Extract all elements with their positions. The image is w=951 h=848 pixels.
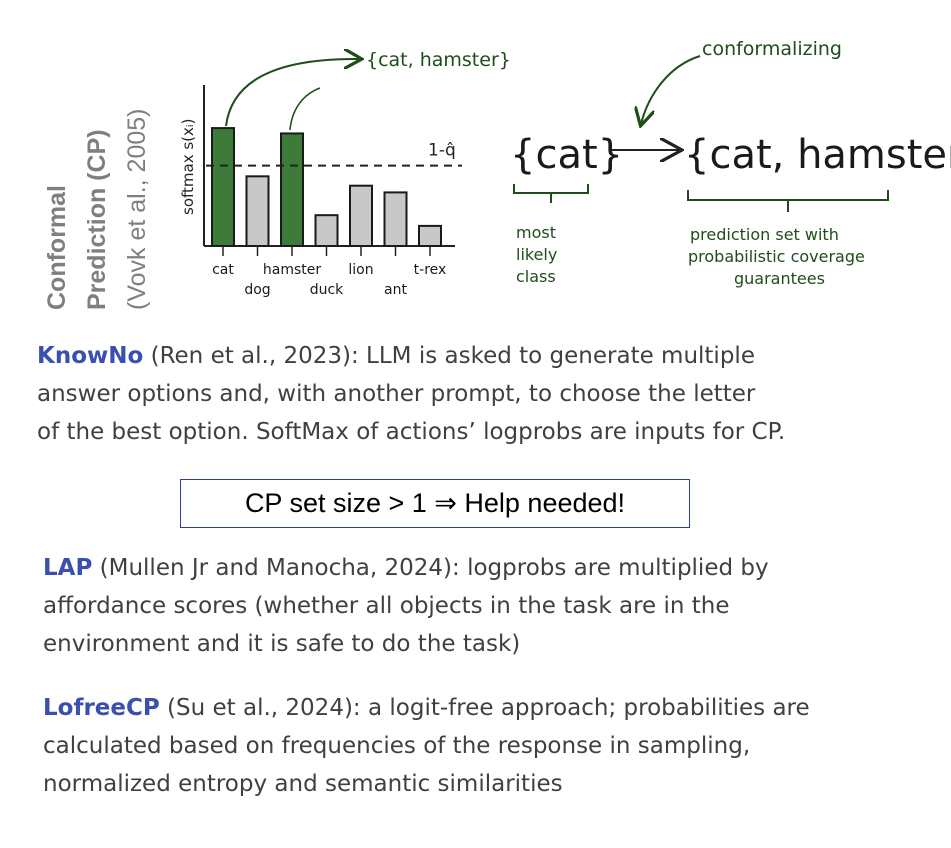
lap-line3: environment and it is safe to do the tas… bbox=[43, 631, 521, 657]
conformalizing-label: conformalizing bbox=[702, 38, 842, 60]
annotation-set: {cat, hamster} bbox=[366, 49, 511, 71]
bars bbox=[211, 127, 442, 248]
bar-dog bbox=[245, 175, 270, 248]
lofree-line2: calculated based on frequencies of the r… bbox=[43, 733, 751, 759]
tick-label-t-rex: t-rex bbox=[414, 262, 447, 278]
set-multi: {cat, hamster} bbox=[684, 132, 951, 178]
multi-caption-2: probabilistic coverage bbox=[688, 247, 865, 266]
lofree-paragraph: LofreeCP (Su et al., 2024): a logit-free… bbox=[43, 689, 810, 803]
multi-caption-3: guarantees bbox=[734, 269, 825, 288]
threshold-label: 1-q̂ bbox=[428, 141, 456, 161]
single-caption-3: class bbox=[516, 267, 556, 286]
lofree-line1: LofreeCP (Su et al., 2024): a logit-free… bbox=[43, 689, 810, 727]
set-single: {cat} bbox=[510, 132, 623, 178]
lap-text1: (Mullen Jr and Manocha, 2024): logprobs … bbox=[92, 555, 769, 581]
bar-cat bbox=[211, 127, 235, 247]
lap-paragraph: LAP (Mullen Jr and Manocha, 2024): logpr… bbox=[43, 549, 769, 663]
lap-name: LAP bbox=[43, 555, 93, 581]
lofree-text1: (Su et al., 2024): a logit-free approach… bbox=[159, 695, 810, 721]
lap-line1: LAP (Mullen Jr and Manocha, 2024): logpr… bbox=[43, 549, 769, 587]
tick-label-ant: ant bbox=[384, 282, 407, 298]
knowno-name: KnowNo bbox=[37, 343, 144, 369]
knowno-paragraph: KnowNo (Ren et al., 2023): LLM is asked … bbox=[37, 337, 785, 451]
lofree-line3: normalized entropy and semantic similari… bbox=[43, 771, 563, 797]
bar-ant bbox=[383, 191, 408, 247]
single-caption-1: most bbox=[516, 223, 556, 242]
knowno-line3: of the best option. SoftMax of actions’ … bbox=[37, 419, 786, 445]
bar-hamster bbox=[280, 132, 304, 247]
multi-bracket bbox=[687, 190, 889, 212]
single-bracket bbox=[513, 184, 589, 203]
multi-caption-1: prediction set with bbox=[690, 225, 839, 244]
bar-duck bbox=[314, 214, 339, 247]
lofree-name: LofreeCP bbox=[43, 695, 160, 721]
knowno-line1: KnowNo (Ren et al., 2023): LLM is asked … bbox=[37, 337, 785, 375]
chart-ylabel: softmax s(xᵢ) bbox=[179, 119, 197, 215]
tick-label-cat: cat bbox=[212, 262, 234, 278]
knowno-line2: answer options and, with another prompt,… bbox=[37, 381, 756, 407]
single-caption-2: likely bbox=[516, 245, 557, 264]
tick-label-hamster: hamster bbox=[263, 262, 321, 278]
tick-label-duck: duck bbox=[310, 282, 344, 298]
bar-t-rex bbox=[418, 224, 442, 247]
lap-line2: affordance scores (whether all objects i… bbox=[43, 593, 730, 619]
tick-label-lion: lion bbox=[348, 262, 373, 278]
knowno-text1: (Ren et al., 2023): LLM is asked to gene… bbox=[143, 343, 755, 369]
annotation-arrow bbox=[225, 59, 360, 127]
annotation-arrow-hamster bbox=[289, 87, 321, 131]
conformalizing-arrow bbox=[641, 55, 701, 124]
bar-lion bbox=[349, 184, 373, 247]
cp-set-size-box: CP set size > 1 ⇒ Help needed! bbox=[180, 479, 690, 528]
tick-label-dog: dog bbox=[244, 282, 270, 298]
